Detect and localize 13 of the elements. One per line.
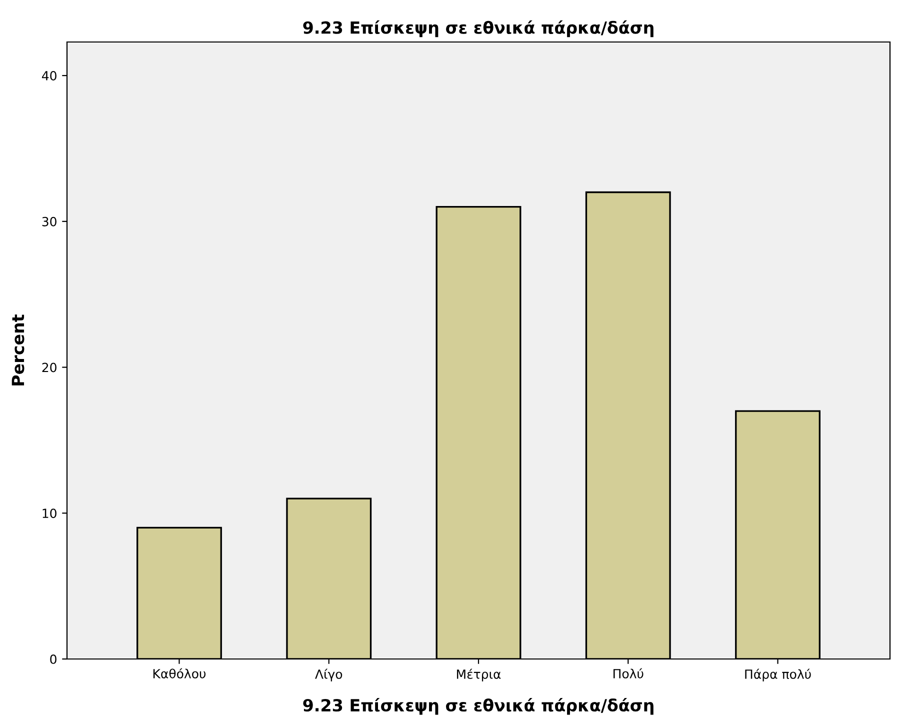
y-tick-label: 10 bbox=[42, 508, 56, 518]
x-tick-label: Μέτρια bbox=[456, 668, 501, 682]
y-axis-title: Percent bbox=[12, 314, 24, 386]
x-tick-label: Πάρα πολύ bbox=[745, 668, 811, 682]
y-tick-label: 0 bbox=[50, 654, 56, 664]
x-tick-label: Καθόλου bbox=[153, 668, 206, 678]
y-tick-label: 30 bbox=[42, 216, 56, 226]
x-axis-title: 9.23 Επίσκεψη σε εθνικά πάρκα/δάση bbox=[303, 698, 654, 715]
chart-title: 9.23 Επίσκεψη σε εθνικά πάρκα/δάση bbox=[303, 20, 654, 38]
x-tick-label: Πολύ bbox=[614, 668, 644, 678]
y-tick-label: 40 bbox=[42, 71, 56, 80]
x-tick-label: Λίγο bbox=[315, 668, 342, 682]
y-tick-label: 20 bbox=[42, 362, 56, 372]
